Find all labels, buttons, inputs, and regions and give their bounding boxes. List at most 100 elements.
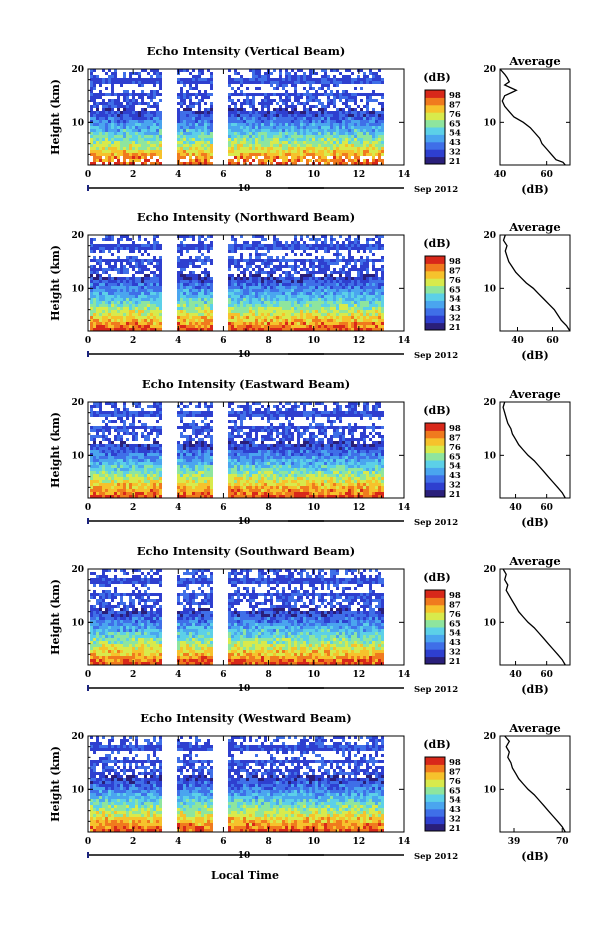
colorbar-segment xyxy=(425,794,445,802)
average-x-tick-label: 40 xyxy=(511,336,524,346)
colorbar-frame xyxy=(424,589,446,665)
average-profile-line xyxy=(499,68,566,166)
average-x-tick-label: 60 xyxy=(540,170,553,180)
colorbar-frame xyxy=(424,756,446,832)
colorbar-tick-label: 76 xyxy=(449,610,461,620)
x-tick-label: 10 xyxy=(307,837,320,847)
colorbar-segment xyxy=(425,612,445,621)
heatmap-cells xyxy=(90,402,384,498)
date-label: Sep 2012 xyxy=(414,852,458,862)
average-y-tick-label: 10 xyxy=(483,618,496,628)
average-x-tick-label: 40 xyxy=(509,670,522,680)
time-bar-label: 10 xyxy=(238,184,251,194)
average-title: Average xyxy=(508,54,560,68)
colorbar-tick-label: 65 xyxy=(449,285,461,295)
colorbar-segment xyxy=(425,482,445,491)
colorbar-frame xyxy=(424,89,446,165)
colorbar-tick-label: 65 xyxy=(449,119,461,129)
colorbar-tick-label: 87 xyxy=(449,266,461,276)
average-y-tick-label: 20 xyxy=(483,65,496,75)
average-x-label: (dB) xyxy=(521,516,548,529)
average-frame xyxy=(499,735,571,833)
colorbar-segment xyxy=(425,452,445,461)
x-tick-label: 8 xyxy=(265,170,271,180)
x-tick-label: 2 xyxy=(130,336,136,346)
average-frame xyxy=(499,401,571,499)
x-tick-label: 0 xyxy=(85,503,91,513)
colorbar-segment xyxy=(425,764,445,773)
time-bar-marker xyxy=(87,685,89,691)
x-tick-label: 14 xyxy=(398,670,411,680)
average-frame xyxy=(499,568,571,666)
colorbar-tick-label: 87 xyxy=(449,767,461,777)
average-y-tick-label: 10 xyxy=(483,284,496,294)
chart-title: Echo Intensity (Eastward Beam) xyxy=(142,377,350,391)
colorbar-frame xyxy=(424,255,446,331)
y-tick-label: 10 xyxy=(71,284,84,294)
colorbar-tick-label: 54 xyxy=(449,462,461,472)
time-bar-label: 10 xyxy=(238,684,251,694)
y-axis-label: Height (km) xyxy=(49,746,62,822)
colorbar-tick-label: 98 xyxy=(449,424,461,434)
date-label: Sep 2012 xyxy=(414,518,458,528)
x-tick-label: 0 xyxy=(85,837,91,847)
y-axis-label: Height (km) xyxy=(49,579,62,655)
colorbar-segment xyxy=(425,656,445,665)
colorbar-segment xyxy=(425,300,445,309)
colorbar-tick-label: 87 xyxy=(449,433,461,443)
colorbar-tick-label: 87 xyxy=(449,100,461,110)
average-frame xyxy=(499,68,571,166)
average-x-label: (dB) xyxy=(521,349,548,362)
colorbar-tick-label: 21 xyxy=(449,323,461,333)
date-label: Sep 2012 xyxy=(414,351,458,361)
colorbar-unit: (dB) xyxy=(423,237,450,250)
average-title: Average xyxy=(508,220,560,234)
average-x-label: (dB) xyxy=(521,683,548,696)
average-x-tick-label: 60 xyxy=(540,503,553,513)
colorbar-tick-label: 54 xyxy=(449,129,461,139)
average-x-tick-label: 60 xyxy=(540,670,553,680)
x-tick-label: 6 xyxy=(220,170,226,180)
x-tick-label: 0 xyxy=(85,170,91,180)
y-tick-label: 20 xyxy=(71,565,84,575)
y-axis-label: Height (km) xyxy=(49,245,62,321)
x-tick-label: 4 xyxy=(175,336,181,346)
colorbar-tick-label: 54 xyxy=(449,629,461,639)
chart-title: Echo Intensity (Vertical Beam) xyxy=(147,44,346,58)
colorbar-tick-label: 76 xyxy=(449,110,461,120)
time-bar-label: 10 xyxy=(238,517,251,527)
colorbar-segment xyxy=(425,256,445,264)
y-tick-label: 10 xyxy=(71,785,84,795)
colorbar-segment xyxy=(425,649,445,658)
time-bar-marker xyxy=(87,185,89,191)
colorbar-segment xyxy=(425,119,445,128)
colorbar-segment xyxy=(425,293,445,301)
y-tick-label: 20 xyxy=(71,231,84,241)
x-tick-label: 12 xyxy=(353,837,366,847)
average-x-label: (dB) xyxy=(521,183,548,196)
colorbar-segment xyxy=(425,90,445,98)
colorbar-segment xyxy=(425,97,445,106)
x-tick-label: 0 xyxy=(85,336,91,346)
colorbar-tick-label: 98 xyxy=(449,758,461,768)
colorbar-tick-label: 43 xyxy=(449,805,461,815)
average-title: Average xyxy=(508,721,560,735)
colorbar-segment xyxy=(425,285,445,294)
x-tick-label: 10 xyxy=(307,670,320,680)
x-tick-label: 14 xyxy=(398,170,411,180)
colorbar-tick-label: 21 xyxy=(449,490,461,500)
x-tick-label: 4 xyxy=(175,837,181,847)
colorbar-segment xyxy=(425,823,445,832)
average-profile-line xyxy=(502,401,566,499)
x-tick-label: 4 xyxy=(175,670,181,680)
colorbar-tick-label: 43 xyxy=(449,304,461,314)
colorbar-segment xyxy=(425,604,445,613)
colorbar-segment xyxy=(425,307,445,316)
panel-0: Echo Intensity (Vertical Beam) Height (km… xyxy=(49,44,571,196)
x-tick-label: 12 xyxy=(353,336,366,346)
y-tick-label: 20 xyxy=(71,732,84,742)
colorbar-segment xyxy=(425,437,445,446)
average-x-tick-label: 40 xyxy=(509,503,522,513)
date-label: Sep 2012 xyxy=(414,685,458,695)
